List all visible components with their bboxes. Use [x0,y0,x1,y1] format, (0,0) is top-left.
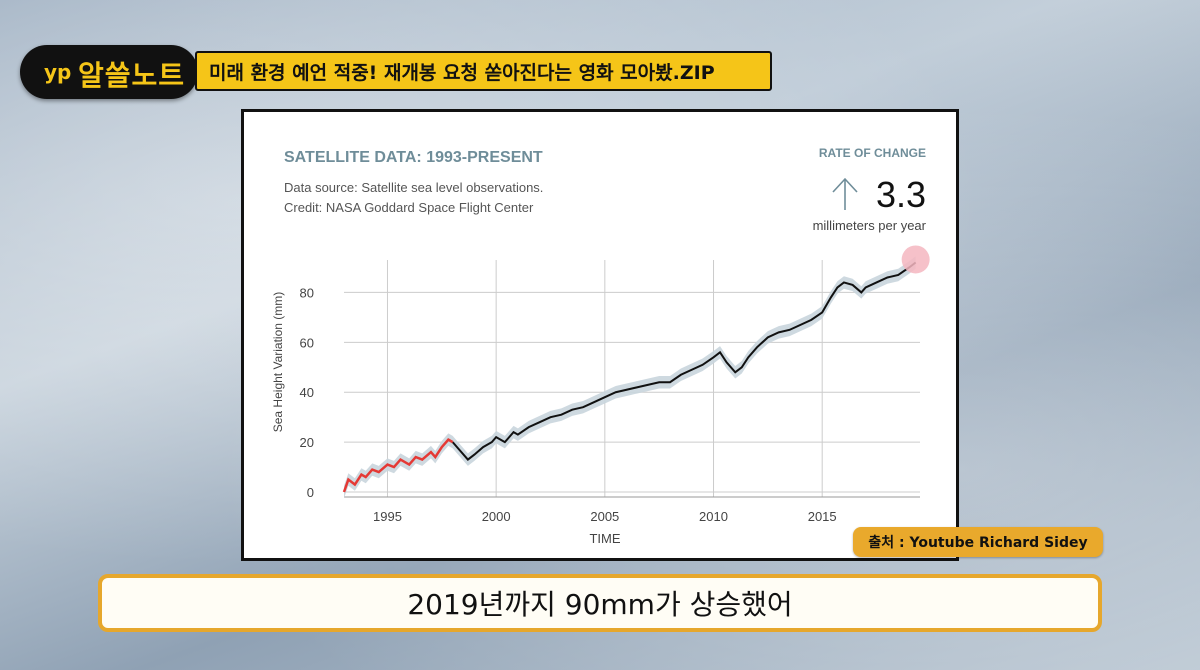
y-tick-label: 0 [307,485,314,500]
up-arrow-icon [832,177,858,210]
credit-line: Credit: NASA Goddard Space Flight Center [284,200,534,215]
caption-subtitle: 2019년까지 90mm가 상승했어 [98,574,1102,632]
channel-badge: yp [44,60,72,84]
chart-ticks: 1995 2000 2005 2010 2015 0 20 40 60 80 [300,285,837,524]
chart-plot [342,245,930,499]
sea-level-line-early [342,438,454,493]
x-tick-label: 2015 [808,509,837,524]
chart-title: SATELLITE DATA: 1993-PRESENT [284,149,543,166]
sea-level-line [451,261,917,461]
channel-logo: yp 알쓸노트 [20,45,198,99]
rate-value: 3.3 [876,174,926,215]
y-axis-label: Sea Height Variation (mm) [271,292,285,433]
rate-of-change-label: RATE OF CHANGE [819,146,926,160]
y-tick-label: 60 [300,335,314,350]
x-tick-label: 1995 [373,509,402,524]
x-tick-label: 2000 [482,509,511,524]
x-tick-label: 2005 [590,509,619,524]
video-headline: 미래 환경 예언 적중! 재개봉 요청 쏟아진다는 영화 모아봤.ZIP [195,51,772,91]
rate-unit: millimeters per year [813,218,927,233]
chart-frame: SATELLITE DATA: 1993-PRESENT Data source… [241,109,959,561]
sea-level-chart: SATELLITE DATA: 1993-PRESENT Data source… [271,146,930,546]
channel-name: 알쓸노트 [78,59,186,92]
x-axis-label: TIME [589,531,620,546]
y-tick-label: 20 [300,435,314,450]
latest-point-marker [901,245,930,274]
x-tick-label: 2010 [699,509,728,524]
y-tick-label: 80 [300,285,314,300]
data-source-line: Data source: Satellite sea level observa… [284,180,543,195]
source-credit-tag: 출처 : Youtube Richard Sidey [853,527,1103,557]
y-tick-label: 40 [300,385,314,400]
